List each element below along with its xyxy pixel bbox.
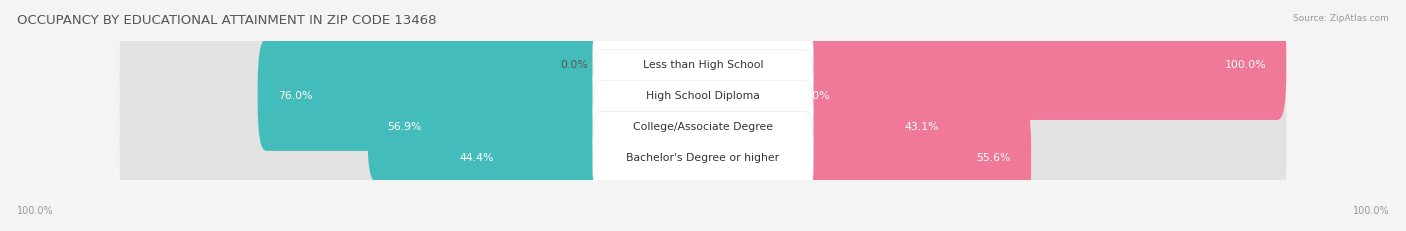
FancyBboxPatch shape (593, 112, 813, 202)
FancyBboxPatch shape (695, 70, 959, 182)
Text: High School Diploma: High School Diploma (647, 91, 759, 100)
Text: College/Associate Degree: College/Associate Degree (633, 121, 773, 131)
FancyBboxPatch shape (695, 101, 1031, 213)
FancyBboxPatch shape (593, 20, 813, 109)
FancyBboxPatch shape (120, 9, 1286, 120)
Text: Less than High School: Less than High School (643, 60, 763, 70)
Text: OCCUPANCY BY EDUCATIONAL ATTAINMENT IN ZIP CODE 13468: OCCUPANCY BY EDUCATIONAL ATTAINMENT IN Z… (17, 14, 436, 27)
FancyBboxPatch shape (695, 9, 1286, 120)
Text: 24.0%: 24.0% (794, 91, 830, 100)
FancyBboxPatch shape (257, 40, 711, 151)
FancyBboxPatch shape (120, 70, 1286, 182)
Text: 100.0%: 100.0% (1225, 60, 1267, 70)
Text: 56.9%: 56.9% (388, 121, 422, 131)
FancyBboxPatch shape (593, 51, 813, 140)
Text: 100.0%: 100.0% (1353, 205, 1389, 215)
Text: 100.0%: 100.0% (17, 205, 53, 215)
Text: 43.1%: 43.1% (905, 121, 939, 131)
FancyBboxPatch shape (439, 101, 711, 213)
FancyBboxPatch shape (120, 40, 1286, 151)
Text: Source: ZipAtlas.com: Source: ZipAtlas.com (1294, 14, 1389, 23)
FancyBboxPatch shape (593, 82, 813, 171)
FancyBboxPatch shape (695, 40, 849, 151)
Text: 44.4%: 44.4% (460, 152, 494, 162)
Text: 76.0%: 76.0% (278, 91, 312, 100)
Legend: Owner-occupied, Renter-occupied: Owner-occupied, Renter-occupied (591, 228, 815, 231)
FancyBboxPatch shape (120, 101, 1286, 213)
Text: 0.0%: 0.0% (561, 60, 588, 70)
FancyBboxPatch shape (367, 70, 711, 182)
Text: 55.6%: 55.6% (977, 152, 1011, 162)
Text: Bachelor's Degree or higher: Bachelor's Degree or higher (627, 152, 779, 162)
